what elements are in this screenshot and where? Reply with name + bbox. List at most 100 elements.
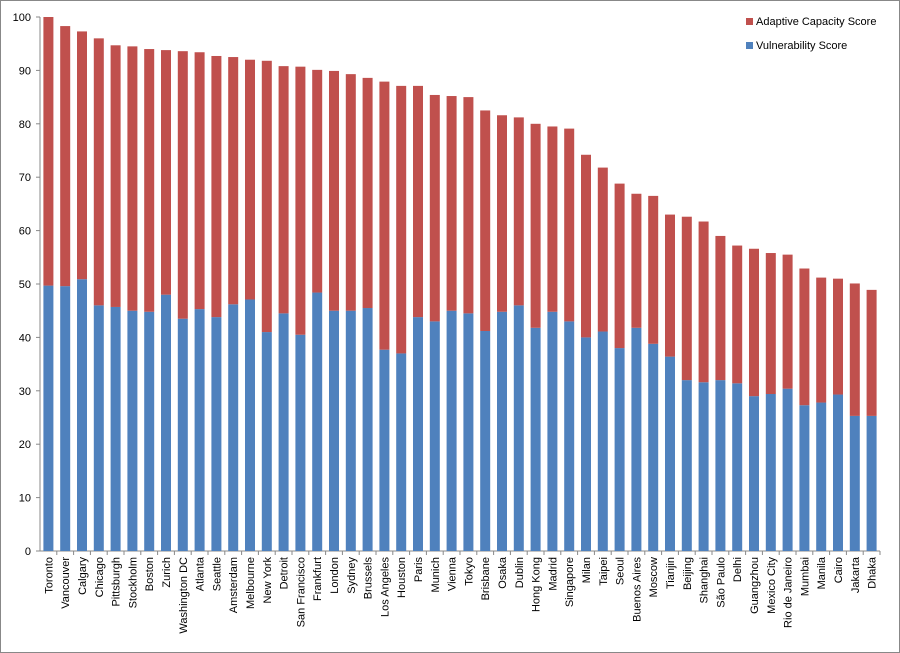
bar-segment: [732, 245, 743, 384]
bar-segment: [480, 330, 491, 551]
bar-segment: [749, 248, 759, 397]
legend-label: Adaptive Capacity Score: [756, 16, 876, 28]
bar-segment: [513, 117, 524, 306]
bar-segment: [60, 286, 71, 551]
bar-segment: [396, 85, 407, 354]
bar-segment: [480, 110, 491, 331]
bar-segment: [396, 353, 407, 551]
x-tick-label: Seoul: [615, 557, 627, 585]
x-tick-label: New York: [262, 557, 274, 604]
bar-segment: [497, 311, 507, 551]
bar-segment: [245, 59, 255, 300]
x-tick-label: Amsterdam: [228, 557, 240, 613]
bar-segment: [849, 415, 860, 551]
x-tick-label: Mumbai: [799, 557, 811, 596]
bar-segment: [547, 126, 558, 312]
bar-segment: [849, 283, 860, 416]
bar-segment: [631, 327, 642, 551]
bar-segment: [866, 289, 877, 416]
bar-segment: [799, 268, 810, 406]
x-tick-label: London: [329, 557, 341, 594]
bar-segment: [43, 285, 54, 551]
y-tick-label: 0: [25, 546, 31, 558]
x-tick-label: Frankfurt: [312, 557, 324, 601]
x-tick-label: Detroit: [279, 557, 291, 589]
x-tick-label: Tianjin: [665, 557, 677, 589]
bar-segment: [93, 38, 104, 306]
x-tick-label: Moscow: [648, 557, 660, 597]
bar-segment: [648, 343, 659, 551]
bar-segment: [446, 96, 457, 311]
x-tick-label: Taipei: [598, 557, 610, 586]
bar-segment: [77, 279, 87, 551]
x-tick-label: Sydney: [346, 557, 358, 594]
y-tick-label: 50: [19, 279, 31, 291]
bar-segment: [228, 304, 239, 551]
bar-segment: [782, 254, 793, 389]
x-tick-label: Vancouver: [60, 557, 72, 609]
bar-segment: [564, 128, 575, 322]
x-tick-label: Madrid: [547, 557, 559, 591]
bar-segment: [362, 308, 373, 551]
y-tick-label: 100: [13, 12, 31, 24]
bar-segment: [631, 193, 642, 328]
x-tick-label: Guangzhou: [749, 557, 761, 614]
bar-segment: [77, 31, 87, 280]
bar-segment: [530, 327, 541, 551]
x-tick-label: Manila: [816, 556, 828, 589]
bar-segment: [765, 394, 776, 551]
bar-segment: [379, 81, 390, 350]
x-tick-label: Seattle: [211, 557, 223, 591]
legend-label: Vulnerability Score: [756, 40, 847, 52]
bar-segment: [665, 214, 675, 357]
bar-segment: [463, 313, 474, 551]
x-tick-label: Dublin: [514, 557, 526, 588]
x-tick-label: Washington DC: [178, 557, 190, 634]
x-tick-label: Beijing: [682, 557, 694, 590]
bar-segment: [194, 52, 205, 310]
x-tick-label: Los Angeles: [379, 557, 391, 617]
bar-segment: [782, 388, 793, 551]
bar-segment: [698, 221, 709, 383]
bar-segment: [614, 348, 625, 551]
x-tick-label: Calgary: [77, 557, 89, 595]
bar-segment: [177, 318, 188, 551]
bar-segment: [597, 167, 608, 332]
bar-segment: [362, 77, 373, 309]
bar-segment: [564, 321, 575, 551]
x-tick-label: Mexico City: [766, 557, 778, 614]
y-tick-label: 10: [19, 493, 31, 505]
bar-segment: [681, 216, 692, 381]
x-tick-label: Dhaka: [867, 556, 879, 589]
x-tick-label: Buenos Aires: [631, 557, 643, 622]
bar-segment: [329, 310, 339, 551]
bar-segment: [614, 183, 625, 349]
y-tick-label: 60: [19, 226, 31, 238]
bar-segment: [379, 349, 390, 551]
x-tick-label: Toronto: [43, 557, 55, 594]
bar-segment: [144, 49, 155, 312]
bar-segment: [93, 305, 104, 551]
x-tick-label: Pittsburgh: [111, 557, 123, 607]
bar-segment: [799, 405, 810, 551]
bar-segment: [312, 292, 323, 551]
bar-segment: [665, 356, 675, 551]
x-tick-label: Zurich: [161, 557, 173, 588]
bar-segment: [597, 331, 608, 551]
x-tick-label: Singapore: [564, 557, 576, 607]
y-tick-label: 70: [19, 172, 31, 184]
bar-segment: [161, 50, 171, 295]
bar-segment: [463, 97, 474, 314]
bar-segment: [715, 380, 726, 551]
x-tick-label: Jakarta: [850, 556, 862, 593]
x-tick-label: Shanghai: [699, 557, 711, 604]
x-tick-label: Stockholm: [127, 557, 139, 608]
x-tick-label: Vienna: [447, 556, 459, 591]
bar-segment: [245, 299, 255, 551]
legend-swatch: [746, 42, 753, 49]
y-tick-label: 30: [19, 386, 31, 398]
bar-segment: [127, 46, 138, 311]
x-tick-label: Chicago: [94, 557, 106, 597]
